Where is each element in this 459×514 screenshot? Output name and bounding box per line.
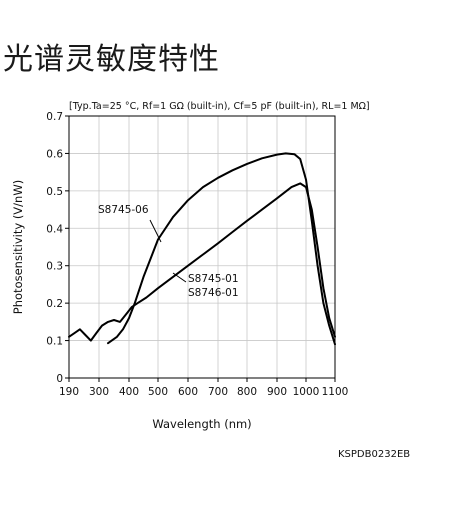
series-layer [68,152,336,346]
series-label-s8745-06: S8745-06 [98,204,149,216]
x-tick-label: 400 [119,386,139,398]
x-tick-label: 500 [148,386,168,398]
y-tick-label: 0.1 [46,336,63,348]
y-axis-title: Photosensitivity (V/nW) [11,180,25,314]
x-axis-ticks: 190 300 400 500 600 700 800 900 1000 1100 [59,378,348,398]
figure-code: KSPDB0232EB [338,449,410,460]
chart-conditions: [Typ.Ta=25 °C, Rf=1 GΩ (built-in), Cf=5 … [69,101,370,112]
y-tick-label: 0.7 [46,111,63,123]
y-axis-ticks: 0 0.1 0.2 0.3 0.4 0.5 0.6 0.7 [46,111,69,385]
x-tick-label: 300 [89,386,109,398]
x-tick-label: 800 [237,386,257,398]
x-tick-label: 600 [178,386,198,398]
series-label-s8745-01: S8745-01 [188,273,239,285]
series-pointer-s8745-01 [172,272,187,283]
x-tick-label: 1100 [322,386,349,398]
page-title: 光谱灵敏度特性 [3,42,220,77]
series-line-s8745-06 [107,152,336,346]
y-tick-label: 0.5 [46,186,63,198]
plot-frame [68,115,336,379]
plot-grid [69,116,335,378]
series-label-s8746-01: S8746-01 [188,287,239,299]
x-tick-label: 900 [267,386,287,398]
series-pointer-s8745-06 [149,219,162,243]
x-tick-label: 1000 [293,386,320,398]
y-tick-label: 0.6 [46,148,63,160]
y-tick-label: 0.3 [46,261,63,273]
y-tick-label: 0 [56,373,63,385]
y-tick-label: 0.2 [46,298,63,310]
series-line-s8745-01 [68,182,336,342]
y-tick-label: 0.4 [46,223,63,235]
x-tick-label: 190 [59,386,79,398]
x-tick-label: 700 [208,386,228,398]
x-axis-title: Wavelength (nm) [152,417,251,431]
